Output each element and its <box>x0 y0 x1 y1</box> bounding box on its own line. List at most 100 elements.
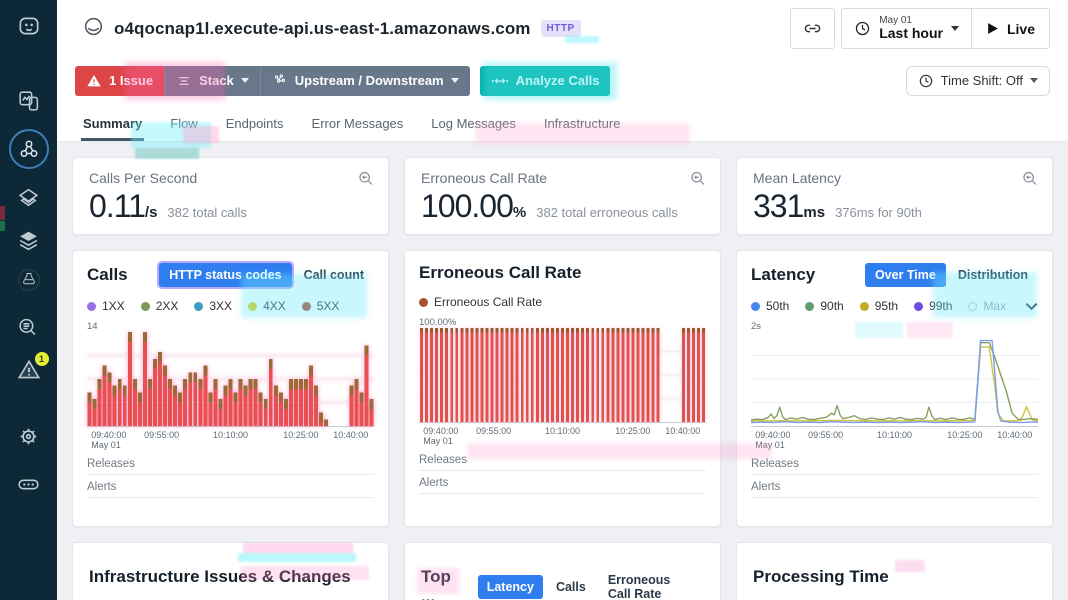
page-title: o4qocnap1l.execute-api.us-east-1.amazona… <box>114 18 531 38</box>
legend-item-50th[interactable]: 50th <box>751 299 789 313</box>
legend-item-max[interactable]: Max <box>968 299 1006 313</box>
time-range-value: Last hour <box>879 25 943 42</box>
toggle-over-time[interactable]: Over Time <box>864 263 946 287</box>
erroneous-bar-chart <box>419 328 706 423</box>
legend-item-2xx[interactable]: 2XX <box>140 299 178 313</box>
alerts-row[interactable]: Alerts <box>751 478 1038 498</box>
synthetic-flask-icon[interactable] <box>16 267 42 293</box>
erroneous-rate-panel: Erroneous Call Rate Erroneous Call Rate … <box>404 250 721 527</box>
tab-endpoints[interactable]: Endpoints <box>225 116 284 131</box>
legend-item-3xx[interactable]: 3XX <box>194 299 232 313</box>
toggle-call-count[interactable]: Call count <box>303 268 364 282</box>
settings-gear-icon[interactable] <box>16 423 42 449</box>
time-range-button[interactable]: May 01 Last hour <box>842 9 972 48</box>
analytics-search-icon[interactable] <box>16 315 42 341</box>
stack-button[interactable]: Stack <box>164 65 260 96</box>
toggle-http-status-codes[interactable]: HTTP status codes <box>157 261 294 289</box>
live-label: Live <box>1006 20 1035 37</box>
legend-item-99th[interactable]: 99th <box>914 299 952 313</box>
panel-title: Erroneous Call Rate <box>419 263 582 282</box>
stack-icon <box>179 76 189 85</box>
applications-icon[interactable] <box>16 185 42 211</box>
processing-time-panel: Processing Time <box>736 542 1053 600</box>
chevron-down-icon <box>950 26 959 31</box>
content-area: Calls Per Second 0.11/s 382 total calls … <box>57 142 1068 600</box>
more-options-icon[interactable] <box>16 471 42 497</box>
tab-error-messages[interactable]: Error Messages <box>311 116 404 131</box>
time-range-date: May 01 <box>879 14 912 26</box>
alerts-row[interactable]: Alerts <box>87 478 374 498</box>
main-area: o4qocnap1l.execute-api.us-east-1.amazona… <box>57 0 1068 600</box>
panel-title: Processing Time <box>753 567 889 586</box>
latency-panel: Latency Over Time Distribution 50th 90th… <box>736 250 1053 527</box>
legend-item-95th[interactable]: 95th <box>859 299 898 313</box>
infrastructure-issues-panel: Infrastructure Issues & Changes <box>72 542 389 600</box>
calls-bar-chart <box>87 332 374 427</box>
sidebar-item-services-active[interactable] <box>8 129 49 169</box>
events-warning-icon[interactable]: 1 <box>16 352 49 383</box>
link-icon <box>804 24 821 33</box>
stat-card-erroneous-rate: Erroneous Call Rate 100.00% 382 total er… <box>404 157 721 235</box>
calls-legend: 1XX 2XX 3XX 4XX 5XX <box>87 297 374 315</box>
releases-row[interactable]: Releases <box>751 455 1038 475</box>
live-button[interactable]: Live <box>972 9 1049 48</box>
legend-item-5xx[interactable]: 5XX <box>301 299 339 313</box>
issue-button[interactable]: 1 Issue <box>75 65 165 96</box>
legend-item-90th[interactable]: 90th <box>805 299 844 313</box>
legend-item-erroneous[interactable]: Erroneous Call Rate <box>419 295 542 309</box>
tab-summary[interactable]: Summary <box>69 116 156 141</box>
stat-subtext: 382 total calls <box>167 205 247 220</box>
upstream-downstream-button[interactable]: Upstream / Downstream <box>259 65 470 96</box>
time-shift-button[interactable]: Time Shift: Off <box>905 65 1050 96</box>
erroneous-legend: Erroneous Call Rate <box>419 293 706 311</box>
stat-subtext: 382 total erroneous calls <box>536 205 678 220</box>
analyze-magnifier-icon[interactable] <box>689 170 706 192</box>
x-axis-labels: 09:40:00 09:55:00 10:10:00 10:25:00 10:40:00… <box>755 430 1033 450</box>
http-type-badge: HTTP <box>540 20 581 37</box>
tab-log-messages[interactable]: Log Messages <box>431 116 516 131</box>
panel-title: Top ... <box>421 567 451 600</box>
legend-item-1xx[interactable]: 1XX <box>87 299 125 313</box>
y-axis-max-label: 100.00% <box>419 317 457 328</box>
top-tab-erroneous[interactable]: Erroneous Call Rate <box>607 573 671 600</box>
chevron-down-icon <box>240 78 249 83</box>
stat-value: 331 <box>753 188 804 224</box>
legend-item-4xx[interactable]: 4XX <box>248 299 286 313</box>
top-tab-calls[interactable]: Calls <box>555 580 586 594</box>
stat-card-mean-latency: Mean Latency 331ms 376ms for 90th <box>736 157 1053 235</box>
panel-title: Calls <box>87 265 128 284</box>
calls-panel: Calls HTTP status codes Call count 1XX 2… <box>72 250 389 527</box>
stack-layers-icon[interactable] <box>16 227 42 253</box>
share-link-button[interactable] <box>790 8 836 49</box>
panel-title: Latency <box>751 265 816 284</box>
legend-expand-chevron-icon[interactable] <box>1025 302 1038 311</box>
analyze-magnifier-icon[interactable] <box>1021 170 1038 192</box>
analyze-magnifier-icon[interactable] <box>357 170 374 192</box>
toggle-distribution[interactable]: Distribution <box>957 268 1028 282</box>
chevron-down-icon <box>450 78 459 83</box>
latency-legend: 50th 90th 95th 99th Max <box>751 297 1038 315</box>
stat-title: Erroneous Call Rate <box>421 170 548 186</box>
releases-row[interactable]: Releases <box>419 451 706 471</box>
tabs-bar: Summary Flow Endpoints Error Messages Lo… <box>57 104 1068 142</box>
play-icon <box>988 23 998 34</box>
x-axis-labels: 09:40:00 09:55:00 10:10:00 10:25:00 10:40:00… <box>91 430 369 450</box>
top-tab-latency[interactable]: Latency <box>477 575 543 599</box>
top-panel: Top ... Latency Calls Erroneous Call Rat… <box>404 542 721 600</box>
app-logo-icon[interactable] <box>16 13 42 39</box>
action-bar: 1 Issue Stack Upstream / Downstream Anal… <box>57 57 1068 104</box>
stat-value: 0.11 <box>89 188 146 224</box>
clock-icon <box>919 74 932 87</box>
analyze-calls-button[interactable]: Analyze Calls <box>479 65 611 96</box>
tab-infrastructure[interactable]: Infrastructure <box>543 116 621 131</box>
stat-title: Mean Latency <box>753 170 841 186</box>
warning-triangle-icon <box>87 74 101 86</box>
x-axis-labels: 09:40:00 09:55:00 10:10:00 10:25:00 10:40:00… <box>423 426 701 446</box>
websites-mobile-apps-icon[interactable] <box>16 87 42 113</box>
y-axis-max-label: 14 <box>87 321 98 332</box>
tab-flow[interactable]: Flow <box>170 116 198 131</box>
analyze-arrows-icon <box>491 77 508 84</box>
alerts-row[interactable]: Alerts <box>419 474 706 494</box>
issue-count-badge: 1 <box>34 352 49 366</box>
releases-row[interactable]: Releases <box>87 455 374 475</box>
